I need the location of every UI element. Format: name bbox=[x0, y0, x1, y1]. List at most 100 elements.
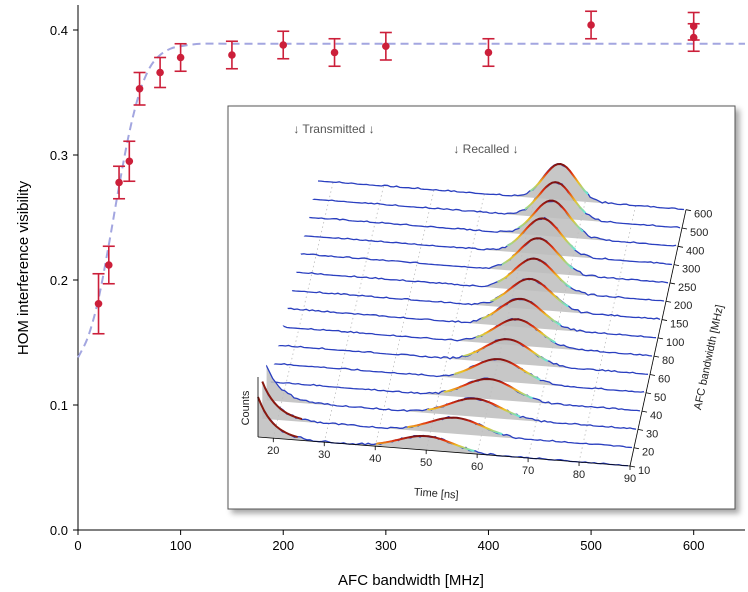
trace-line bbox=[312, 181, 681, 229]
trace-fill bbox=[288, 298, 658, 338]
inset-bandwidth-tick-label: 600 bbox=[694, 209, 712, 221]
inset-bandwidth-tick bbox=[665, 300, 672, 303]
inset-time-tick-label: 40 bbox=[369, 453, 381, 465]
trace-peak-highlight bbox=[480, 297, 562, 326]
inset-bandwidth-tick-label: 200 bbox=[674, 300, 692, 312]
inset-bandwidth-tick bbox=[633, 447, 640, 450]
data-marker bbox=[279, 41, 288, 49]
data-marker bbox=[587, 21, 595, 29]
data-point bbox=[379, 31, 392, 61]
waterfall-trace bbox=[317, 162, 686, 211]
inset-time-label: Time [ns] bbox=[413, 486, 459, 501]
y-tick-label: 0.0 bbox=[50, 523, 68, 538]
waterfall-trace bbox=[296, 257, 666, 302]
y-ticks: 0.0 0.1 0.2 0.3 0.4 bbox=[50, 23, 78, 538]
trace-fill bbox=[300, 238, 670, 283]
inset-bandwidth-tick bbox=[657, 337, 664, 340]
inset-bandwidth-tick-label: 400 bbox=[686, 245, 704, 257]
inset-bandwidth-tick-label: 100 bbox=[666, 337, 684, 349]
x-tick-label: 100 bbox=[170, 538, 192, 553]
data-marker bbox=[228, 51, 236, 59]
waterfall-trace bbox=[303, 216, 674, 266]
waterfall-trace bbox=[291, 277, 662, 320]
data-marker bbox=[94, 299, 103, 308]
trace-peak-highlight bbox=[426, 397, 521, 418]
x-tick-label: 200 bbox=[272, 538, 294, 553]
waterfall-trace bbox=[266, 364, 638, 430]
inset-bandwidth-tick-label: 60 bbox=[658, 373, 670, 385]
data-point bbox=[123, 140, 136, 183]
trace-peak-highlight bbox=[443, 377, 533, 400]
inset-bandwidth-tick bbox=[669, 282, 676, 285]
inset-bandwidth-tick-label: 300 bbox=[682, 264, 700, 276]
waterfall-trace bbox=[273, 358, 646, 393]
x-tick-label: 500 bbox=[580, 538, 602, 553]
transmitted-annotation: ↓ Transmitted ↓ bbox=[293, 122, 374, 136]
inset-bandwidth-tick-label: 80 bbox=[662, 355, 674, 367]
data-point bbox=[113, 165, 126, 200]
x-tick-label: 400 bbox=[478, 538, 500, 553]
trace-line bbox=[277, 337, 649, 375]
data-marker bbox=[104, 261, 113, 269]
trace-peak-highlight bbox=[407, 416, 503, 436]
trace-peak-highlight bbox=[375, 435, 475, 452]
trace-line bbox=[296, 257, 665, 302]
trace-peak-highlight bbox=[461, 338, 549, 362]
data-marker bbox=[689, 33, 698, 42]
fit-curve bbox=[77, 42, 745, 358]
inset-bandwidth-tick bbox=[685, 209, 692, 212]
data-marker bbox=[330, 48, 339, 57]
trace-transmitted-highlight bbox=[257, 396, 298, 439]
trace-fill bbox=[296, 258, 666, 302]
trace-peak-highlight bbox=[529, 162, 589, 195]
trace-peak-highlight bbox=[505, 217, 577, 251]
inset-time-tick-label: 70 bbox=[522, 465, 534, 477]
inset-bandwidth-tick bbox=[677, 245, 684, 248]
data-point bbox=[277, 30, 290, 60]
waterfall-trace bbox=[287, 297, 658, 339]
trace-peak-highlight bbox=[517, 199, 584, 233]
trace-line bbox=[287, 298, 657, 339]
data-point bbox=[133, 71, 146, 106]
data-points bbox=[92, 10, 700, 335]
inset-counts-label: Counts bbox=[240, 390, 252, 425]
main-plot-frame bbox=[77, 5, 745, 531]
trace-line bbox=[309, 200, 677, 247]
trace-peak-highlight bbox=[475, 318, 556, 344]
recalled-annotation: ↓ Recalled ↓ bbox=[453, 142, 518, 156]
trace-line bbox=[291, 277, 661, 320]
x-tick-label: 300 bbox=[375, 538, 397, 553]
trace-peak-highlight bbox=[501, 237, 574, 270]
data-point bbox=[92, 272, 105, 335]
inset-bandwidth-tick bbox=[645, 392, 652, 395]
inset-time-tick-label: 90 bbox=[624, 473, 636, 485]
data-marker bbox=[115, 178, 123, 187]
inset-bandwidth-tick bbox=[649, 374, 656, 376]
trace-fill bbox=[275, 359, 646, 393]
trace-line bbox=[282, 317, 653, 357]
data-marker bbox=[176, 53, 185, 62]
trace-line bbox=[303, 216, 673, 266]
x-axis-title: AFC bandwidth [MHz] bbox=[338, 572, 484, 589]
trace-peak-highlight bbox=[453, 358, 541, 381]
waterfall-trace bbox=[277, 337, 650, 375]
trace-peak-highlight bbox=[489, 277, 569, 308]
data-point bbox=[102, 245, 115, 285]
inset-bandwidth-tick bbox=[661, 319, 668, 321]
waterfall-trace bbox=[282, 317, 654, 357]
data-marker bbox=[135, 84, 144, 93]
data-marker bbox=[125, 157, 134, 166]
data-point bbox=[174, 42, 187, 73]
inset-box bbox=[227, 105, 736, 510]
inset-time-tick-label: 20 bbox=[267, 445, 279, 457]
inset-time-tick-label: 30 bbox=[318, 449, 330, 461]
data-point bbox=[482, 37, 495, 68]
trace-fill bbox=[292, 278, 662, 320]
data-point bbox=[328, 37, 341, 68]
data-point bbox=[687, 22, 700, 53]
y-tick-label: 0.1 bbox=[50, 398, 68, 413]
data-marker bbox=[484, 48, 493, 57]
trace-fill bbox=[313, 182, 682, 229]
